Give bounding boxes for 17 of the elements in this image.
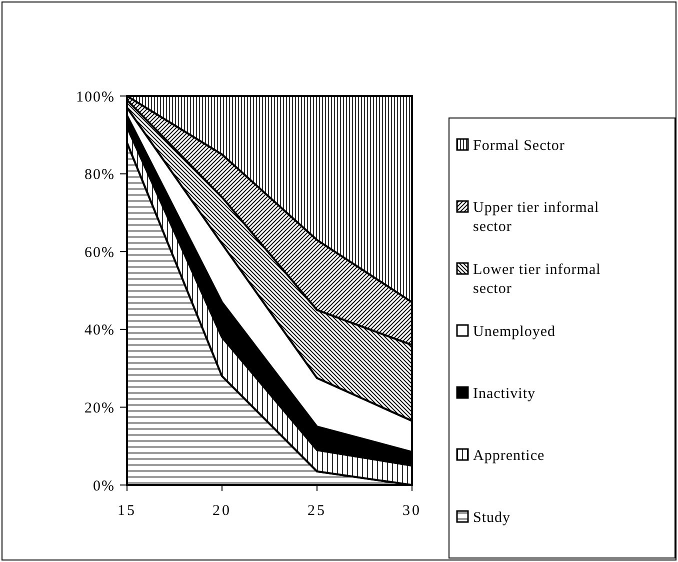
x-tick-label: 25 <box>308 503 326 519</box>
legend-label: Apprentice <box>473 448 545 464</box>
y-tick-label: 80% <box>84 167 115 184</box>
legend-label: Lower tier informal sector <box>473 262 601 297</box>
y-tick-label: 0% <box>93 478 115 494</box>
y-tick-label: 40% <box>84 322 115 339</box>
legend-label: Upper tier informal sector <box>473 200 600 235</box>
y-tick-label: 100% <box>76 89 115 106</box>
legend-label: Formal Sector <box>473 138 565 154</box>
y-tick-label: 20% <box>84 400 115 416</box>
legend-label: Unemployed <box>473 324 556 340</box>
y-tick-label: 60% <box>84 244 115 261</box>
x-tick-label: 30 <box>402 503 422 519</box>
x-tick-label: 20 <box>212 503 232 519</box>
legend-label: Study <box>473 510 511 526</box>
x-tick-label: 15 <box>118 503 136 519</box>
legend-label: Inactivity <box>473 386 536 402</box>
